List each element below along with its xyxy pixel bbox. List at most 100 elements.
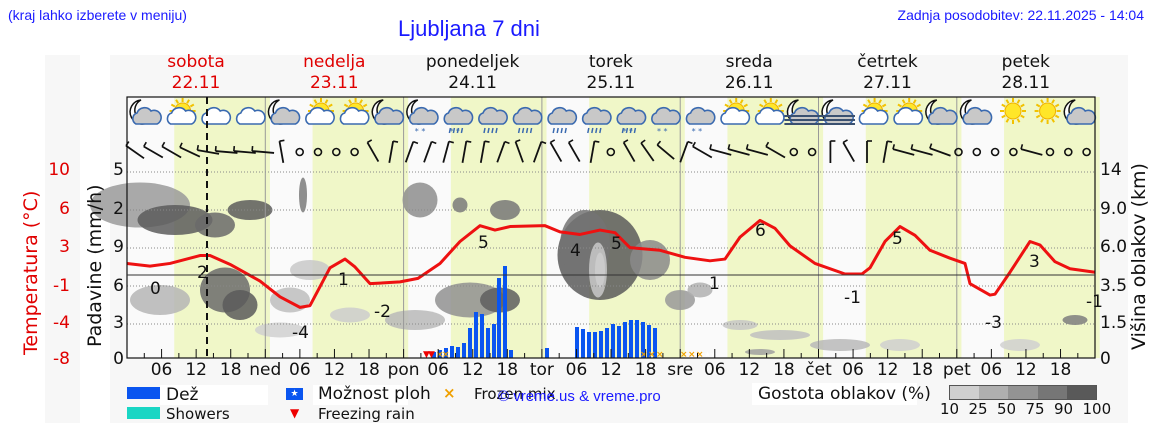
y-tick-label: 0 <box>113 349 124 369</box>
svg-text:0: 0 <box>150 279 161 299</box>
svg-text:×: × <box>442 350 450 360</box>
day-name: petek <box>1001 52 1050 72</box>
wind-barb-icon <box>179 142 201 158</box>
y-tick-label: 2 <box>113 199 124 219</box>
day-header-6: petek 28.11 <box>957 52 1095 94</box>
svg-text:* *: * * <box>692 127 703 136</box>
snow-icon: * * <box>685 106 716 136</box>
moon-cloud-icon <box>1063 99 1097 125</box>
svg-text:×: × <box>680 350 688 360</box>
wind-barb-icon <box>404 140 419 163</box>
wind-barb-icon <box>640 139 655 162</box>
svg-text:3: 3 <box>1029 252 1040 272</box>
wind-barb-icon <box>532 140 547 163</box>
fog-moon-icon <box>819 99 855 125</box>
day-header-4: sreda 26.11 <box>680 52 818 94</box>
y-tick-label: 9.0 <box>1100 199 1128 219</box>
calm-wind-icon <box>1064 147 1073 157</box>
menu-hint: (kraj lahko izberete v meniju) <box>8 7 187 23</box>
x-tick-label: 12 <box>1015 360 1037 380</box>
x-tick-label: 12 <box>600 360 622 380</box>
x-tick-label: 12 <box>461 360 484 380</box>
svg-text:5: 5 <box>478 233 489 253</box>
wind-barb-icon <box>278 139 285 163</box>
y-tick-label: 5 <box>113 160 124 180</box>
wind-barb-icon <box>882 140 893 163</box>
day-name: četrtek <box>857 52 918 72</box>
legend-rain-bg <box>160 385 268 405</box>
svg-text:-3: -3 <box>985 313 1002 333</box>
day-date: 28.11 <box>1001 73 1051 93</box>
cloud-icon <box>235 106 266 125</box>
frozen-mix-icon: × <box>443 384 456 402</box>
calm-wind-icon <box>954 147 963 157</box>
svg-text:4: 4 <box>570 241 581 261</box>
svg-text:×: × <box>688 350 696 360</box>
wind-barb-icon <box>161 141 182 159</box>
x-tick-label: 18 <box>911 360 934 380</box>
svg-text:▼: ▼ <box>428 350 435 360</box>
svg-text:6: 6 <box>755 221 766 241</box>
svg-text:* *: * * <box>449 127 460 136</box>
cloud-scale-label: 50 <box>997 400 1017 418</box>
wind-barb-icon <box>567 139 581 162</box>
calm-wind-icon <box>331 147 341 157</box>
wind-barb-icon <box>251 145 275 154</box>
moon-cloud-icon <box>371 99 405 125</box>
x-tick-label: 18 <box>634 360 657 380</box>
svg-text:* *: * * <box>657 127 668 136</box>
svg-text:★: ★ <box>704 350 711 359</box>
y-tick-label: 9 <box>113 237 124 257</box>
cloud-scale-label: 25 <box>968 400 988 418</box>
copyright[interactable]: © vreme.us & vreme.pro <box>498 388 661 405</box>
legend-showers-swatch <box>127 407 160 419</box>
day-name: nedelja <box>303 52 366 72</box>
calm-wind-icon <box>807 147 817 157</box>
legend-rain-swatch <box>127 387 160 399</box>
calm-wind-icon <box>789 147 799 157</box>
legend-possible-showers-label: Možnost ploh <box>318 384 431 404</box>
calm-wind-icon <box>313 147 323 157</box>
wind-barb-icon <box>366 139 380 162</box>
day-date: 24.11 <box>448 73 497 93</box>
moon-cloud-icon <box>129 99 162 125</box>
x-tick-label: tor <box>529 360 554 380</box>
wind-barb-icon <box>479 140 490 163</box>
weather-icons-row: * * * * * * * * * * <box>129 98 1097 136</box>
day-date: 27.11 <box>863 73 912 93</box>
wind-barb-icon <box>442 140 454 163</box>
wind-barb-icon <box>656 140 675 160</box>
x-tick-label: 06 <box>842 360 864 380</box>
y-tick-label: 6 <box>59 199 70 219</box>
svg-text:×: × <box>640 350 648 360</box>
sun-cloud-icon <box>754 98 785 125</box>
x-tick-label: sre <box>667 360 694 380</box>
sun-cloud-icon <box>893 98 924 125</box>
sun-cloud-icon <box>720 98 751 125</box>
y-tick-label: 6 <box>113 276 124 296</box>
svg-text:▼: ▼ <box>423 350 430 360</box>
wind-barb-icon <box>829 140 836 163</box>
x-tick-label: 18 <box>219 360 242 380</box>
svg-text:* *: * * <box>622 127 633 136</box>
wind-barb-icon <box>461 140 472 163</box>
wind-barb-icon <box>929 143 951 157</box>
y-tick-label: 1.5 <box>1100 313 1128 333</box>
day-date: 25.11 <box>586 73 636 93</box>
y-tick-label: 3 <box>113 313 124 333</box>
wind-barb-icon <box>745 144 769 156</box>
rain-snow-icon: * * <box>616 106 647 136</box>
wind-barb-icon <box>143 141 164 159</box>
svg-text:-1: -1 <box>844 288 861 308</box>
svg-text:-4: -4 <box>292 323 309 343</box>
calm-wind-icon <box>1045 147 1055 157</box>
wind-barb-icon <box>727 144 750 156</box>
x-tick-label: 12 <box>185 360 207 380</box>
cloud-height-axis-label: Višina oblakov (km) <box>1128 163 1150 350</box>
svg-text:5: 5 <box>611 234 622 254</box>
wind-barb-icon <box>496 140 510 163</box>
x-tick-label: 06 <box>703 360 726 380</box>
temperature-line <box>126 218 1096 309</box>
svg-text:* *: * * <box>415 127 426 136</box>
y-tick-label: 3.5 <box>1100 276 1128 296</box>
